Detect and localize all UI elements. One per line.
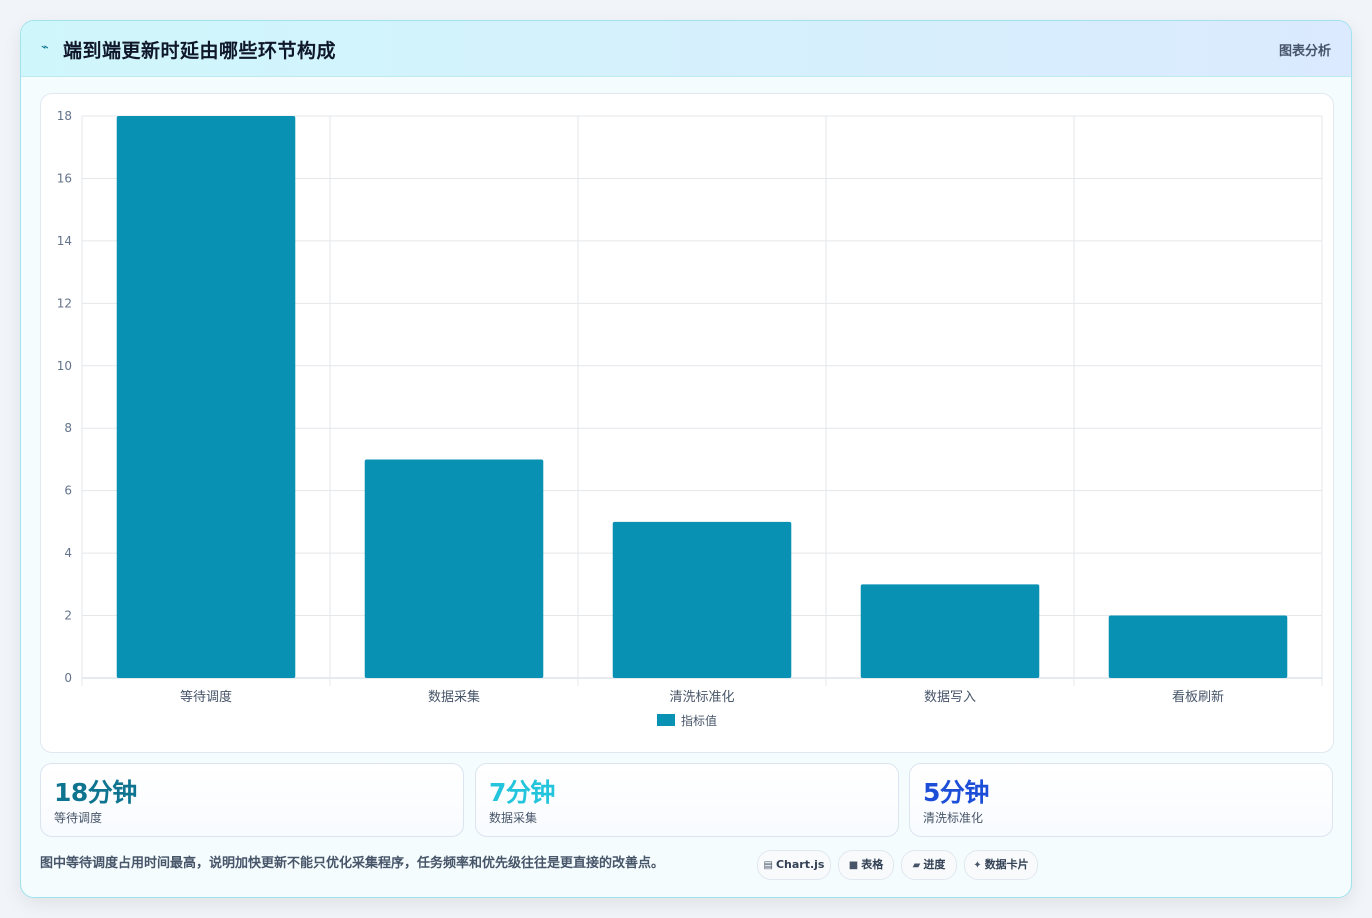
- x-tick-label: 数据写入: [924, 690, 976, 705]
- stat-card-1: 18分钟 等待调度: [40, 763, 464, 837]
- bar: [364, 459, 544, 678]
- stat-label: 数据采集: [489, 811, 538, 825]
- pill-label: 数据卡片: [984, 858, 1029, 871]
- page-title: 端到端更新时延由哪些环节构成: [63, 40, 337, 62]
- x-tick-label: 等待调度: [180, 689, 232, 705]
- bar: [116, 116, 296, 678]
- legend-label: 指标值: [681, 713, 717, 728]
- x-tick-label: 看板刷新: [1172, 689, 1224, 705]
- pill-table[interactable]: ■ 表格: [838, 850, 894, 880]
- y-tick-label: 12: [57, 296, 72, 310]
- bar: [860, 584, 1040, 678]
- y-tick-label: 8: [64, 421, 72, 435]
- stat-label: 清洗标准化: [923, 811, 984, 825]
- pill-label: Chart.js: [775, 858, 825, 871]
- y-tick-label: 2: [64, 609, 72, 623]
- y-tick-label: 10: [57, 359, 72, 373]
- stat-label: 等待调度: [54, 811, 103, 825]
- card-header: ⌁ 端到端更新时延由哪些环节构成 图表分析: [21, 21, 1351, 77]
- stat-value: 7分钟: [489, 778, 555, 807]
- y-tick-label: 18: [57, 109, 72, 123]
- stat-value: 5分钟: [923, 778, 989, 807]
- pill-label: 表格: [861, 858, 884, 871]
- y-tick-label: 6: [64, 484, 72, 498]
- stat-value: 18分钟: [54, 778, 137, 807]
- chart-panel: 0 2 4 6 8 10 12 14 16 18 等待调度 数据采集 清洗标准化 数据写入 看板刷新指标值: [40, 93, 1334, 753]
- stat-card-3: 5分钟 清洗标准化: [909, 763, 1333, 837]
- legend-swatch: [657, 714, 675, 726]
- y-tick-label: 0: [64, 671, 72, 685]
- table-icon: ■: [848, 860, 859, 871]
- pill-progress[interactable]: ▰ 进度: [901, 850, 957, 880]
- header-tag: 图表分析: [1278, 44, 1331, 59]
- chart-card: ⌁ 端到端更新时延由哪些环节构成 图表分析 0 2 4 6 8 10 12 14 16 18 等待调…: [20, 20, 1352, 898]
- pill-datacard[interactable]: ✦ 数据卡片: [964, 850, 1038, 880]
- lightning-icon: ⌁: [41, 40, 49, 55]
- y-tick-label: 14: [57, 234, 72, 248]
- pill-chartjs[interactable]: ▤ Chart.js: [757, 850, 831, 880]
- footnote: 图中等待调度占用时间最高，说明加快更新不能只优化采集程序，任务频率和优先级往往是…: [40, 856, 665, 871]
- sparkle-icon: ✦: [973, 860, 982, 871]
- stat-card-2: 7分钟 数据采集: [475, 763, 899, 837]
- bar: [612, 521, 792, 678]
- x-tick-label: 清洗标准化: [669, 690, 734, 705]
- pill-label: 进度: [923, 858, 946, 871]
- x-tick-label: 数据采集: [428, 689, 480, 705]
- bar: [1108, 615, 1288, 678]
- progress-icon: ▰: [912, 860, 921, 871]
- y-tick-label: 16: [57, 171, 72, 185]
- chart-icon: ▤: [763, 860, 773, 871]
- y-tick-label: 4: [64, 546, 72, 560]
